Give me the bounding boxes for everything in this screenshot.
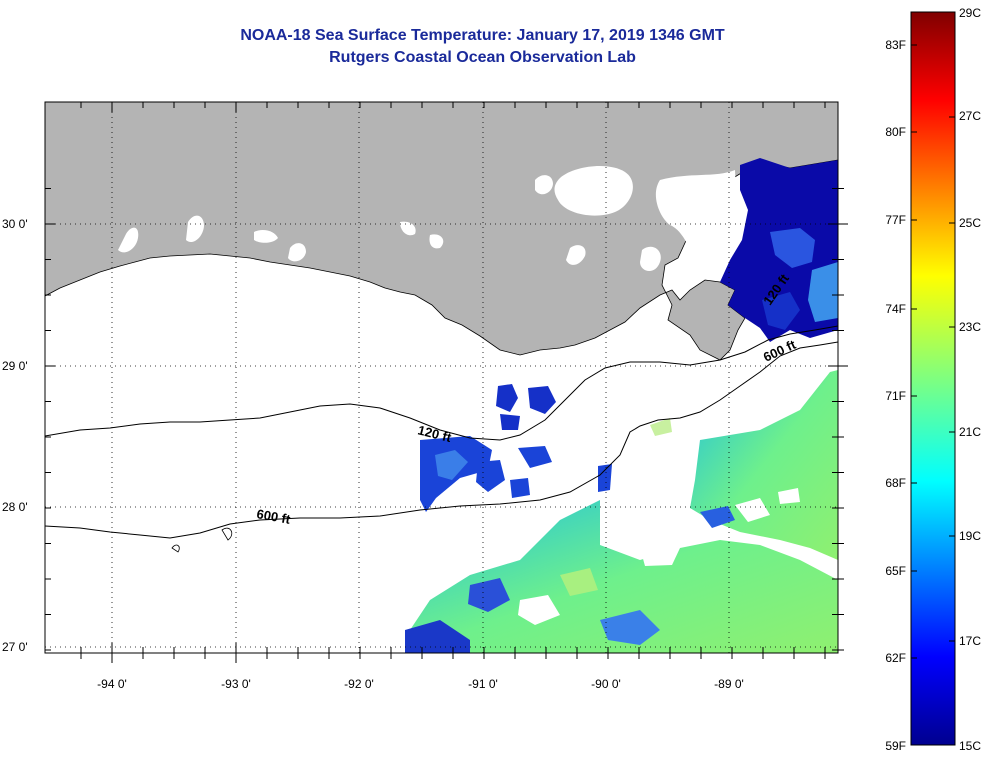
lon-label-89: -89 0' (714, 677, 744, 691)
f-label: 83F (885, 38, 906, 52)
land-mass (45, 102, 838, 361)
frame-ticks (45, 102, 848, 663)
lon-label-90: -90 0' (591, 677, 621, 691)
c-label: 19C (959, 529, 981, 543)
inland-water (118, 166, 738, 272)
map-title: NOAA-18 Sea Surface Temperature: January… (240, 27, 725, 44)
sst-patches-center (420, 384, 612, 512)
temperature-colorbar (910, 11, 956, 746)
lon-label-91: -91 0' (468, 677, 498, 691)
contour-label-600ft-west: 600 ft (255, 506, 292, 527)
f-label: 71F (885, 389, 906, 403)
colorbar-celsius-labels: 29C 27C 25C 23C 21C 19C 17C 15C (959, 6, 981, 753)
sst-patches-south (405, 500, 838, 653)
contour-600ft (45, 341, 838, 539)
f-label: 77F (885, 213, 906, 227)
colorbar-fahrenheit-labels: 83F 80F 77F 74F 71F 68F 65F 62F 59F (885, 38, 906, 753)
colorbar-ticks (911, 44, 955, 659)
c-label: 25C (959, 216, 981, 230)
lat-label-29: 29 0' (2, 359, 28, 373)
c-label: 21C (959, 425, 981, 439)
f-label: 62F (885, 651, 906, 665)
lat-label-30: 30 0' (2, 217, 28, 231)
f-label: 65F (885, 564, 906, 578)
contour-120ft (45, 325, 838, 441)
f-label: 80F (885, 125, 906, 139)
c-label: 27C (959, 109, 981, 123)
map-subtitle: Rutgers Coastal Ocean Observation Lab (329, 49, 636, 66)
lat-label-27: 27 0' (2, 640, 28, 654)
c-label: 23C (959, 320, 981, 334)
c-label: 15C (959, 739, 981, 753)
lon-label-93: -93 0' (221, 677, 251, 691)
c-label: 17C (959, 634, 981, 648)
lon-label-92: -92 0' (344, 677, 374, 691)
lat-label-28: 28 0' (2, 500, 28, 514)
lon-label-94: -94 0' (97, 677, 127, 691)
f-label: 68F (885, 476, 906, 490)
f-label: 74F (885, 302, 906, 316)
f-label: 59F (885, 739, 906, 753)
c-label: 29C (959, 6, 981, 20)
map-frame (44, 101, 839, 654)
graticule (45, 102, 838, 653)
sst-patches-east (650, 370, 838, 560)
